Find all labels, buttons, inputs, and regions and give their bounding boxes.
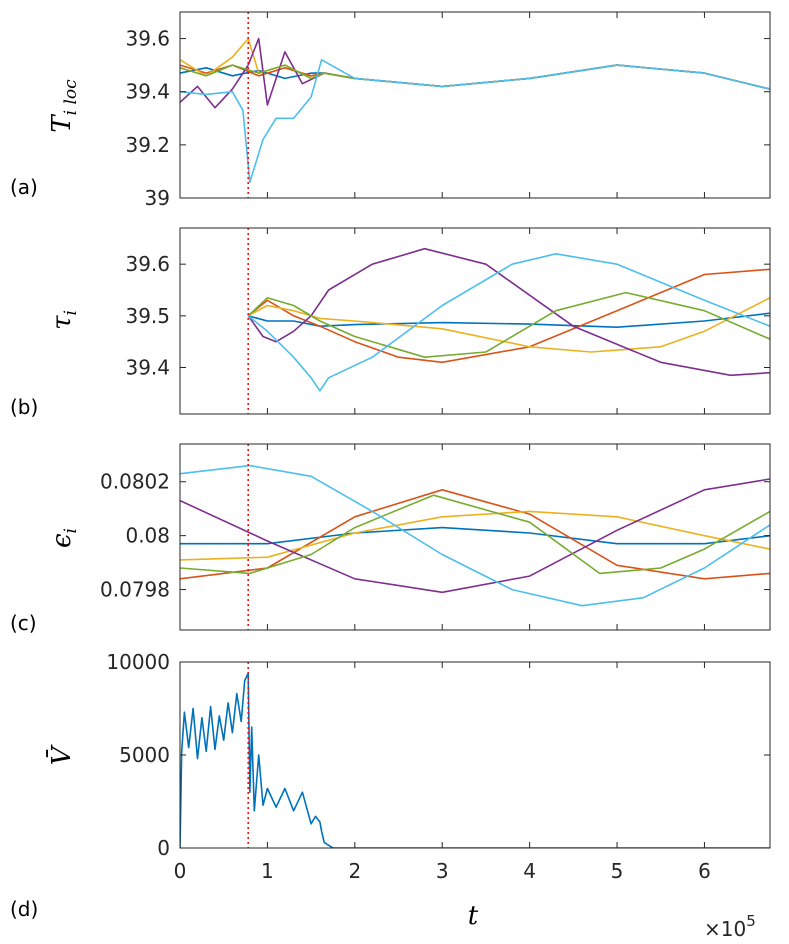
y-axis-label-subscript: i xyxy=(61,310,81,315)
x-axis-multiplier-exponent: 5 xyxy=(746,912,756,930)
y-axis-label: V̄ xyxy=(45,744,77,765)
x-tick-label: 3 xyxy=(436,859,449,883)
y-tick-label: 39.6 xyxy=(125,27,170,51)
x-tick-label: 6 xyxy=(698,859,711,883)
x-tick-label: 0 xyxy=(174,859,187,883)
y-axis-label: ϵi xyxy=(47,528,81,548)
x-axis-label: t xyxy=(468,901,479,931)
x-tick-label: 5 xyxy=(611,859,624,883)
y-tick-label: 0.0802 xyxy=(100,470,170,494)
y-axis-label: Ti loc xyxy=(47,79,81,133)
panel-letter: (b) xyxy=(10,395,38,419)
y-tick-label: 39 xyxy=(145,186,170,210)
axes-frame xyxy=(179,227,771,415)
y-axis-label-subscript: i loc xyxy=(61,79,81,116)
series-line-i=5 xyxy=(180,64,770,90)
panel-b: 39.4 39.5 39.6 (b) τi xyxy=(10,227,771,419)
x-tick-label: 4 xyxy=(523,859,536,883)
series-line-i=2 xyxy=(180,64,770,90)
series-line-i=3 xyxy=(180,37,770,90)
y-tick-label: 0.0798 xyxy=(100,578,170,602)
panel-letter: (a) xyxy=(10,175,38,199)
y-tick-label: 39.4 xyxy=(125,356,170,380)
y-tick-label: 39.5 xyxy=(125,304,170,328)
axes-frame xyxy=(179,443,771,631)
x-axis-multiplier: ×105 xyxy=(704,912,756,941)
y-tick-label: 5000 xyxy=(119,743,170,767)
y-tick-label: 0.08 xyxy=(125,524,170,548)
series-line-i=1 xyxy=(247,312,770,329)
series-line-i=5 xyxy=(247,291,770,359)
series-line-i=6 xyxy=(247,253,770,392)
series-line-i=6 xyxy=(180,464,770,607)
x-tick-label: 2 xyxy=(348,859,361,883)
panel-letter: (d) xyxy=(10,897,38,921)
panel-a: 39 39.2 39.4 39.6 (a) Ti loc xyxy=(10,11,771,210)
panel-d: 0 5000 10000 0 1 2 3 4 5 6 (d) V̄ t ×105 xyxy=(10,650,771,941)
y-tick-label: 0 xyxy=(157,836,170,860)
series-line-i=2 xyxy=(247,268,770,364)
axes-frame xyxy=(179,11,771,199)
series-line-i=4 xyxy=(180,478,770,594)
panel-letter: (c) xyxy=(10,611,37,635)
y-tick-label: 39.2 xyxy=(125,133,170,157)
series-line-i=1 xyxy=(180,64,770,90)
y-axis-label-subscript: i xyxy=(61,528,81,533)
series-line-i=4 xyxy=(247,247,770,377)
series-line-i=2 xyxy=(180,488,770,580)
series-line-i=6 xyxy=(180,58,770,183)
axes-frame xyxy=(179,661,771,849)
series-line-mean xyxy=(180,672,770,848)
series-line-i=5 xyxy=(180,494,770,575)
y-axis-label: τi xyxy=(47,310,81,330)
series-line-i=1 xyxy=(180,526,770,545)
y-tick-label: 39.4 xyxy=(125,80,170,104)
panel-c: 0.0798 0.08 0.0802 (c) ϵi xyxy=(10,443,771,635)
y-tick-label: 10000 xyxy=(106,650,170,674)
series-line-i=3 xyxy=(180,510,770,561)
y-tick-label: 39.6 xyxy=(125,252,170,276)
x-tick-label: 1 xyxy=(261,859,274,883)
series-line-i=3 xyxy=(247,297,770,353)
